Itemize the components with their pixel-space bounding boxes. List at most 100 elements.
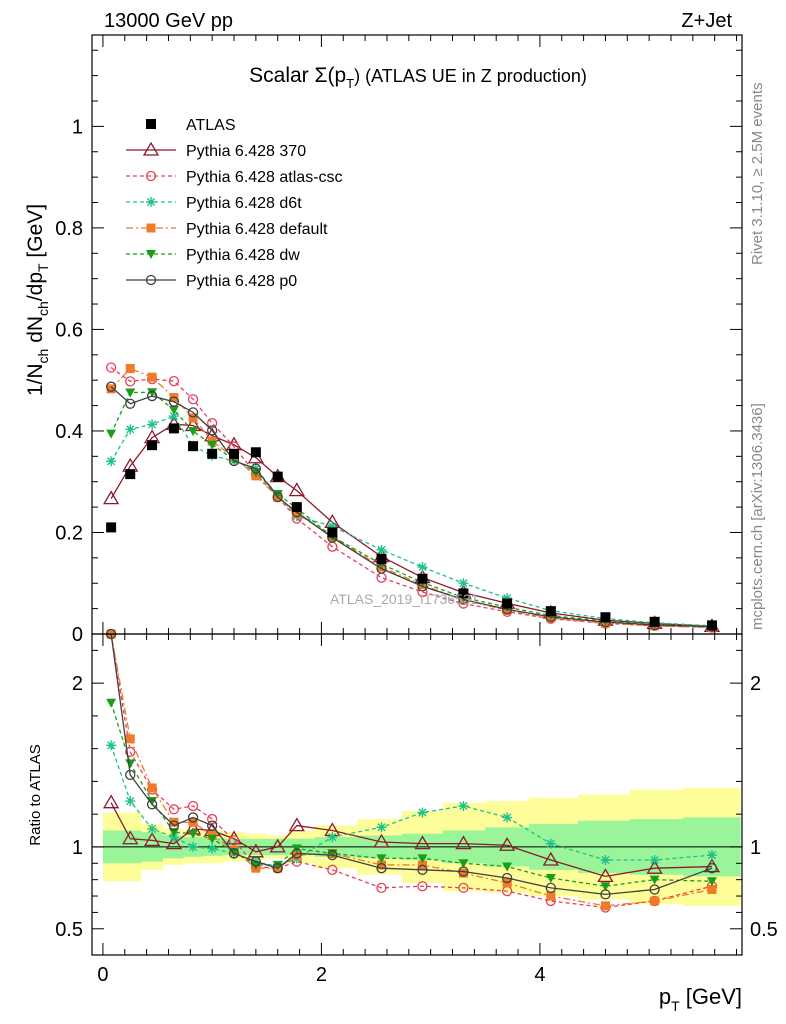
ratio-point-3-9	[292, 850, 302, 860]
main-point-1-0	[105, 362, 117, 373]
rivet-label: Rivet 3.1.10, ≥ 2.5M events	[749, 83, 766, 266]
ylabel-p3: ch	[35, 301, 51, 316]
ratio-point-5-11	[376, 863, 387, 874]
ratio-point-5-8	[272, 863, 283, 874]
atlas-data-points	[106, 423, 717, 631]
xlabel-tail: [GeV]	[680, 984, 742, 1009]
y-axis-label: 1/Nch dNch/dpT [GeV]	[24, 204, 51, 396]
atlas-point-13	[458, 588, 469, 599]
ratio-point-5-12	[417, 864, 428, 875]
legend-label-1: Pythia 6.428 atlas-csc	[186, 169, 343, 186]
main-point-5-11	[376, 563, 387, 574]
mcplots-label: mcplots.cern.ch [arXiv:1306.3436]	[749, 403, 766, 630]
ratio-point-1-11	[376, 882, 387, 894]
x-tick-label: 4	[534, 964, 545, 986]
ratio-point-4-1	[125, 759, 136, 769]
ratio-point-5-2	[146, 799, 158, 810]
legend: ATLAS Pythia 6.428 370 Pythia 6.428 atlas-…	[126, 117, 343, 290]
main-point-1-11	[376, 572, 387, 583]
ratio-point-1-5	[207, 813, 218, 825]
legend-marker-4	[146, 250, 156, 259]
ylabel-p1: ch	[35, 349, 51, 364]
chart-title-main: Scalar Σ(p	[249, 64, 346, 87]
ratio-point-1-6	[228, 835, 240, 846]
xlabel-sub: T	[671, 998, 680, 1014]
main-point-4-0	[106, 429, 117, 439]
ratio-point-0-9	[288, 817, 305, 832]
ratio-point-5-6	[228, 848, 240, 859]
ratio-point-4-15	[545, 874, 556, 884]
main-point-2-3	[168, 411, 179, 422]
legend-label-5: Pythia 6.428 p0	[186, 273, 297, 290]
main-point-4-4	[188, 427, 199, 437]
ratio-point-2-17	[649, 855, 660, 866]
atlas-point-12	[417, 573, 428, 584]
main-point-2-11	[376, 544, 387, 555]
ratio-point-5-4	[187, 812, 199, 823]
main-point-5-3	[168, 396, 180, 407]
atlas-point-14	[502, 598, 513, 609]
ratio-point-0-2	[143, 832, 161, 847]
legend-marker-3	[146, 223, 156, 233]
ratio-series-5	[105, 628, 718, 900]
main-point-5-7	[250, 463, 262, 474]
y-tick-label: 0.4	[55, 421, 83, 443]
ratio-line-5	[110, 633, 713, 896]
chart-title-tail: ) (ATLAS UE in Z production)	[354, 66, 587, 86]
ratio-point-2-2	[147, 823, 158, 834]
y-tick-label: 1	[72, 116, 83, 138]
ratio-point-3-15	[546, 891, 556, 901]
ratio-point-1-10	[327, 864, 338, 875]
ylabel-p0: 1/N	[24, 363, 47, 396]
ratio-frame	[91, 633, 743, 956]
main-point-3-2	[147, 372, 157, 382]
ratio-point-0-11	[373, 833, 390, 848]
atlas-point-5	[207, 448, 218, 459]
ratio-point-4-18	[706, 877, 717, 887]
legend-label-2: Pythia 6.428 d6t	[186, 195, 302, 212]
main-point-4-5	[207, 440, 218, 450]
ratio-line-1	[110, 633, 713, 909]
header-left: 13000 GeV pp	[104, 10, 233, 32]
main-point-1-1	[125, 376, 136, 387]
ylabel-p6: [GeV]	[24, 204, 47, 264]
main-point-4-8	[272, 489, 283, 499]
plot-frames	[91, 34, 743, 956]
ratio-point-4-16	[600, 882, 611, 892]
ratio-point-2-12	[417, 807, 428, 818]
ratio-point-4-0	[106, 698, 117, 708]
ratio-point-0-0	[102, 794, 120, 809]
ratio-tick-label-left: 1	[72, 837, 83, 859]
main-line-1	[110, 366, 712, 629]
legend-label-3: Pythia 6.428 default	[186, 221, 328, 238]
legend-marker-0	[142, 141, 160, 156]
ratio-point-0-17	[646, 859, 663, 874]
ratio-point-2-13	[458, 800, 469, 811]
ylabel-p2: dN	[24, 316, 47, 349]
atlas-point-9	[291, 502, 302, 513]
ratio-point-0-1	[122, 830, 139, 845]
header-right: Z+Jet	[681, 10, 732, 32]
ratio-point-5-16	[600, 889, 611, 900]
atlas-point-10	[327, 527, 338, 538]
watermark: ATLAS_2019_I1736531	[330, 591, 479, 607]
atlas-point-17	[649, 616, 660, 627]
xlabel-main: p	[659, 984, 671, 1009]
atlas-point-3	[168, 423, 179, 434]
ratio-point-4-4	[188, 829, 199, 839]
main-point-0-9	[288, 482, 305, 497]
ratio-point-3-16	[600, 901, 610, 911]
ratio-point-5-14	[501, 872, 513, 884]
atlas-point-16	[600, 612, 611, 623]
ratio-tick-label-left: 2	[72, 673, 83, 695]
ratio-point-3-3	[169, 817, 179, 827]
ratio-point-2-5	[207, 843, 218, 854]
ratio-point-4-17	[649, 875, 660, 885]
ratio-point-5-5	[207, 820, 218, 831]
ratio-point-0-14	[498, 836, 516, 851]
ratio-y-axis-label: Ratio to ATLAS	[27, 744, 44, 845]
chart-title: Scalar Σ(pT) (ATLAS UE in Z production)	[249, 64, 587, 91]
atlas-point-7	[250, 447, 261, 458]
atlas-point-8	[272, 471, 283, 482]
main-point-3-0	[106, 384, 116, 394]
